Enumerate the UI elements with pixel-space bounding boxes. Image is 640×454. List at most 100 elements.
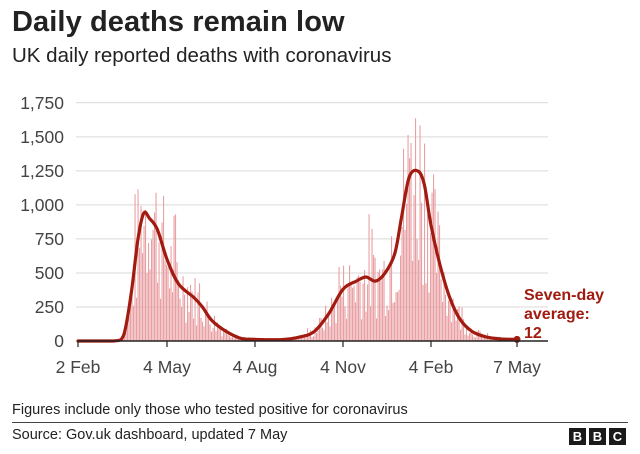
daily-bar (164, 260, 166, 341)
daily-bar (200, 318, 202, 341)
daily-bar (392, 302, 394, 341)
daily-bar (385, 316, 387, 341)
daily-bar (380, 280, 382, 341)
daily-bar (377, 272, 379, 341)
daily-bar (371, 228, 373, 341)
daily-bar (328, 313, 330, 341)
daily-bar (125, 329, 127, 341)
average-annotation-text: average: (524, 306, 590, 323)
chart-subtitle: UK daily reported deaths with coronaviru… (12, 44, 392, 67)
daily-bar (130, 292, 132, 341)
daily-bar (397, 292, 399, 341)
daily-bar (412, 260, 414, 341)
daily-bar (415, 118, 417, 341)
daily-bar (460, 329, 462, 341)
daily-bar (160, 298, 162, 341)
daily-bar (424, 143, 426, 341)
chart-title: Daily deaths remain low (12, 6, 345, 38)
daily-bar (383, 260, 385, 341)
daily-bar (451, 322, 453, 341)
daily-bar (301, 336, 303, 341)
daily-bar (298, 339, 300, 341)
daily-bar (208, 315, 210, 341)
daily-bar (313, 336, 315, 341)
daily-bar (166, 264, 168, 341)
daily-bar (188, 312, 190, 341)
daily-bar (395, 292, 397, 341)
daily-bar (220, 327, 222, 341)
daily-bar (235, 336, 237, 341)
daily-bar (443, 272, 445, 341)
daily-bar (167, 267, 169, 341)
daily-bar (439, 225, 441, 341)
x-tick-label: 4 May (143, 357, 191, 377)
daily-bar (196, 325, 198, 341)
daily-bar (331, 297, 333, 341)
daily-bar (434, 189, 436, 341)
daily-bar (178, 280, 180, 341)
daily-bar (221, 336, 223, 341)
daily-bar (446, 315, 448, 341)
daily-bar (442, 302, 444, 341)
source-text: Source: Gov.uk dashboard, updated 7 May (12, 427, 288, 443)
daily-bar (185, 322, 187, 341)
daily-bar (319, 318, 321, 341)
daily-bar (199, 283, 201, 341)
daily-bar (310, 330, 312, 341)
daily-bar (457, 308, 459, 341)
y-tick-label: 750 (35, 229, 64, 249)
daily-bar (172, 292, 174, 341)
daily-bar (140, 206, 142, 341)
daily-bar (353, 285, 355, 341)
x-axis: 2 Feb 4 May 4 Aug 4 Nov 4 Feb 7 May (56, 340, 548, 377)
daily-bar (356, 277, 358, 341)
daily-bar (358, 275, 360, 341)
daily-bar (190, 284, 192, 341)
daily-bar (341, 296, 343, 341)
daily-bar (422, 284, 424, 341)
daily-bar (332, 306, 334, 341)
daily-bar (346, 318, 348, 341)
daily-bar (454, 311, 456, 341)
daily-bar (214, 315, 216, 341)
daily-bar (485, 336, 487, 341)
daily-bar (232, 337, 234, 341)
bbc-logo: B B C (569, 428, 626, 445)
daily-bar (473, 336, 475, 341)
daily-bar (403, 148, 405, 341)
daily-bar (169, 288, 171, 341)
daily-bar (413, 195, 415, 341)
daily-bar (361, 319, 363, 341)
daily-bar (466, 326, 468, 341)
daily-bar (155, 192, 157, 341)
daily-bar (302, 337, 304, 341)
daily-bar (359, 282, 361, 341)
daily-bar (146, 273, 148, 341)
daily-bar (386, 305, 388, 341)
footer-divider (12, 422, 628, 423)
daily-bar (458, 306, 460, 341)
daily-bar (154, 212, 156, 341)
daily-bar (143, 226, 145, 341)
daily-bar (428, 292, 430, 341)
daily-bar (296, 338, 298, 341)
daily-bar (142, 253, 144, 341)
daily-bar (436, 272, 438, 341)
daily-bar (139, 247, 141, 341)
y-tick-label: 1,750 (20, 93, 64, 113)
daily-bar (350, 283, 352, 341)
daily-bar (470, 328, 472, 341)
daily-bar (367, 284, 369, 341)
daily-bar (410, 143, 412, 341)
daily-bar (323, 330, 325, 341)
daily-bar (205, 310, 207, 341)
x-tick-label: 4 Feb (409, 357, 454, 377)
daily-bar (449, 296, 451, 341)
daily-bar (400, 255, 402, 341)
daily-bar (437, 211, 439, 341)
daily-bar (224, 330, 226, 341)
daily-bar (355, 302, 357, 341)
daily-bar (314, 327, 316, 341)
daily-bar (179, 298, 181, 341)
daily-bar (373, 255, 375, 341)
